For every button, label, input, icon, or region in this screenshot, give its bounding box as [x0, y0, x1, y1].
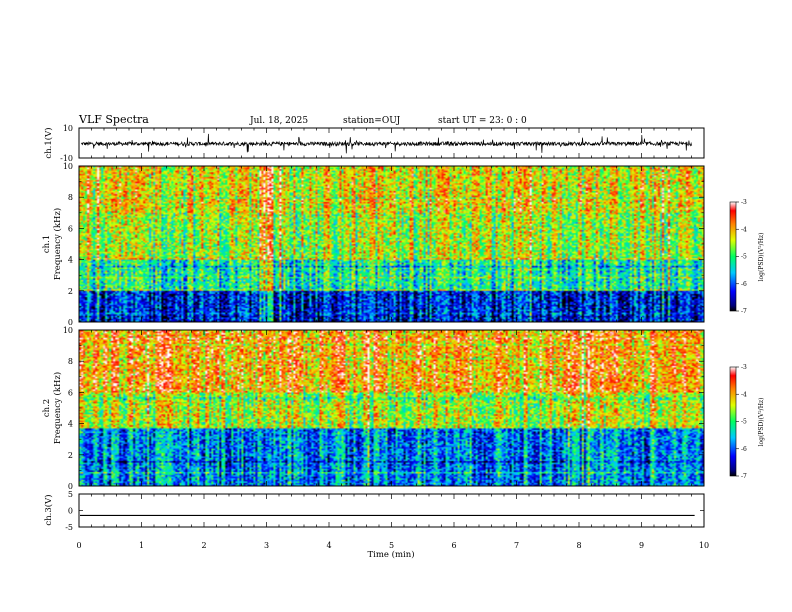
ch1-colorbar [729, 201, 737, 312]
ch1-spectrogram-yticks: 0 2 4 6 8 10 [63, 162, 704, 327]
ch3-waveform-xticks [78, 494, 705, 527]
colorbar-tick-label: -3 [741, 199, 747, 206]
freq-tick-label: 8 [68, 357, 73, 366]
ch1-spectrogram-xticks [78, 166, 705, 322]
time-ticklabel: 5 [389, 541, 394, 550]
ch1-waveform-xticks [78, 128, 705, 158]
ch2-spectrogram-xticks [78, 330, 705, 486]
time-axis-ticklabels: 0 1 2 3 4 5 6 7 8 9 10 [76, 541, 709, 550]
colorbar-tick-label: -5 [741, 254, 747, 261]
ch2-spectrogram-yticks: 0 2 4 6 8 10 [63, 326, 704, 491]
ch1-spectrogram-image [79, 166, 704, 322]
time-ticklabel: 3 [264, 541, 269, 550]
time-ticklabel: 7 [514, 541, 519, 550]
time-ticklabel: 10 [699, 541, 709, 550]
freq-tick-label: 2 [68, 287, 73, 296]
freq-tick-label: 4 [68, 256, 73, 265]
freq-tick-label: 4 [68, 420, 73, 429]
colorbar-tick-label: -7 [741, 473, 747, 480]
start-time-label: start UT = 23: 0 : 0 [438, 116, 527, 126]
ch2-spectrogram-image [79, 330, 704, 486]
ch3-waveform-panel: 50-5 ch.3(V) 0 1 2 3 4 5 6 7 8 9 10 Time (min) [43, 490, 709, 560]
station-label: station=OUJ [343, 116, 401, 126]
colorbar-tick-label: -6 [741, 446, 747, 453]
ch1-colorbar-ticks: -3 -4 -5 -6 -7 [736, 199, 747, 315]
time-ticklabel: 2 [201, 541, 206, 550]
figure-title: VLF Spectra [78, 113, 149, 126]
ch2-colorbar-label: log(PSD)(V²/Hz) [758, 398, 765, 447]
colorbar-tick-label: -3 [741, 364, 747, 371]
ch1-waveform-ytick-bottom: -10 [60, 154, 73, 163]
time-ticklabel: 6 [451, 541, 456, 550]
colorbar-tick-label: -7 [741, 308, 747, 315]
ch3-ytick-label: -5 [65, 523, 73, 532]
ch1-waveform-ylabel: ch.1(V) [43, 127, 54, 158]
freq-tick-label: 8 [68, 193, 73, 202]
ch1-waveform-ytick-top: 10 [63, 124, 73, 133]
ch3-ytick-label: 0 [68, 507, 73, 516]
colorbar-tick-label: -6 [741, 281, 747, 288]
ch1-spectrogram-panel: 0 2 4 6 8 10 ch.1Frequency (kHz) -3 -4 -5 -6 -7 l… [42, 162, 765, 327]
ch3-waveform-ylabel: ch.3(V) [43, 494, 54, 525]
ch2-spectrogram-panel: 0 2 4 6 8 10 ch.2Frequency (kHz) -3 -4 -5 -6 -7 l… [42, 326, 765, 491]
ch2-spectrogram-ylabel: ch.2Frequency (kHz) [42, 372, 63, 444]
colorbar-tick-label: -5 [741, 419, 747, 426]
ch1-waveform-panel: 10 -10 ch.1(V) [43, 124, 705, 163]
freq-tick-label: 6 [68, 388, 73, 397]
date-label: Jul. 18, 2025 [249, 116, 308, 126]
freq-tick-label: 0 [68, 482, 73, 491]
colorbar-tick-label: -4 [741, 226, 747, 233]
time-ticklabel: 0 [76, 541, 81, 550]
time-axis-label: Time (min) [367, 549, 414, 560]
ch1-spectrogram-ylabel: ch.1Frequency (kHz) [42, 208, 63, 280]
time-ticklabel: 9 [639, 541, 644, 550]
freq-tick-label: 0 [68, 318, 73, 327]
freq-tick-label: 10 [63, 162, 73, 171]
ch1-colorbar-label: log(PSD)(V²/Hz) [758, 233, 765, 282]
ch3-waveform-yticks: 5 0 -5 [65, 490, 704, 532]
freq-tick-label: 6 [68, 224, 73, 233]
ch3-ytick-label: 5 [68, 490, 73, 499]
freq-tick-label: 2 [68, 451, 73, 460]
freq-tick-label: 10 [63, 326, 73, 335]
ch2-colorbar [729, 366, 737, 477]
ch2-colorbar-ticks: -3 -4 -5 -6 -7 [736, 364, 747, 480]
time-ticklabel: 8 [576, 541, 581, 550]
time-ticklabel: 4 [326, 541, 331, 550]
time-ticklabel: 1 [139, 541, 144, 550]
colorbar-tick-label: -4 [741, 391, 747, 398]
ch1-waveform-trace [80, 133, 693, 154]
